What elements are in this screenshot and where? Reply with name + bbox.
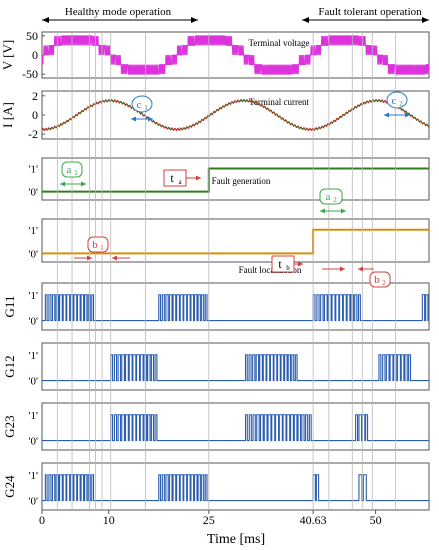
y-axis-label: G23 [2, 415, 17, 437]
y-tick-label: 50 [26, 29, 38, 43]
svg-text:1: 1 [74, 169, 78, 177]
y-tick-label: '0' [29, 496, 38, 508]
y-tick-label: '0' [29, 316, 38, 328]
panel-title: Fault generation [212, 176, 271, 186]
x-tick-label: 0 [39, 513, 45, 527]
panel-fault_generation: '1' '0' Fault generation [29, 157, 430, 201]
panel-title: Terminal current [249, 97, 310, 107]
y-axis-label: G24 [2, 475, 17, 498]
annotation-a1: a 1 [60, 161, 86, 187]
y-axis-label: G12 [2, 355, 17, 377]
svg-text:b: b [92, 239, 98, 251]
panel-G24: '1' '0' G24 [2, 462, 430, 511]
panel-current: 2 0 -2 I [A] Terminal current [0, 89, 430, 141]
y-tick-label: '0' [29, 248, 38, 260]
panel-frame [41, 90, 430, 140]
y-tick-label: -50 [22, 67, 38, 81]
header: Healthy mode operation Fault tolerant op… [42, 6, 429, 23]
fault-tolerant-label: Fault tolerant operation [318, 6, 422, 18]
panel-frame [41, 282, 430, 331]
panel-title: Terminal voltage [248, 38, 309, 48]
svg-text:c: c [137, 99, 142, 111]
panel-title: Fault localization [239, 265, 302, 275]
G24-trace [42, 474, 429, 502]
svg-text:2: 2 [333, 196, 337, 204]
x-tick-label: 10 [103, 513, 115, 527]
y-axis-label: V [V] [0, 40, 15, 70]
svg-text:a: a [326, 191, 331, 203]
y-axis-label: I [A] [0, 102, 15, 128]
x-tick-label: 25 [203, 513, 215, 527]
annotation-b2: b 2 [322, 266, 391, 288]
y-tick-label: '1' [29, 410, 38, 422]
y-tick-label: '1' [29, 164, 38, 176]
panel-frame [41, 157, 430, 201]
annotation-c1: c 1 [131, 95, 153, 122]
svg-text:a: a [67, 164, 72, 176]
G12-trace [42, 354, 429, 382]
y-tick-label: 0 [32, 108, 38, 122]
panel-frame [41, 402, 430, 451]
x-tick-label: 50 [370, 513, 382, 527]
healthy-mode-label: Healthy mode operation [65, 6, 172, 18]
voltage-trace [41, 35, 430, 75]
G11-trace [42, 294, 429, 322]
annotation-tb: t b [271, 255, 303, 273]
x-tick-label: 40.63 [300, 513, 327, 527]
svg-text:1: 1 [144, 104, 148, 112]
y-tick-label: 0 [32, 48, 38, 62]
y-tick-label: 2 [32, 89, 38, 103]
current-reference-trace [41, 100, 430, 130]
svg-text:2: 2 [399, 100, 403, 108]
svg-text:1: 1 [100, 244, 104, 252]
y-tick-label: '0' [29, 436, 38, 448]
y-tick-label: '1' [29, 470, 38, 482]
panel-voltage: 50 0 -50 V [V] Terminal voltage [0, 29, 430, 81]
svg-text:2: 2 [382, 279, 386, 287]
x-axis-label: Time [ms] [207, 532, 265, 547]
x-axis: 0 10 25 40.63 50 [39, 510, 382, 527]
y-tick-label: '1' [29, 290, 38, 302]
annotation-ta: t a [163, 169, 201, 187]
annotations: c 1 c 2 a 1 t a [60, 91, 410, 288]
y-tick-label: -2 [28, 127, 38, 141]
y-tick-label: '1' [29, 350, 38, 362]
G23-trace [42, 414, 429, 442]
panel-G23: '1' '0' G23 [2, 402, 430, 451]
y-tick-label: '1' [29, 225, 38, 237]
annotation-c2: c 2 [384, 91, 410, 118]
svg-text:b: b [374, 274, 380, 286]
svg-text:t: t [278, 257, 282, 271]
svg-text:t: t [170, 171, 174, 185]
y-axis-label: G11 [2, 296, 17, 318]
panel-frame [41, 462, 430, 511]
svg-text:a: a [178, 178, 182, 186]
y-tick-label: '0' [29, 187, 38, 199]
y-tick-label: '0' [29, 376, 38, 388]
annotation-a2: a 2 [319, 188, 346, 214]
annotation-b1: b 1 [74, 236, 130, 261]
svg-text:b: b [286, 264, 290, 272]
panel-G12: '1' '0' G12 [2, 342, 430, 391]
panel-frame [41, 342, 430, 391]
panel-G11: '1' '0' G11 [2, 282, 430, 331]
svg-text:c: c [392, 95, 397, 107]
